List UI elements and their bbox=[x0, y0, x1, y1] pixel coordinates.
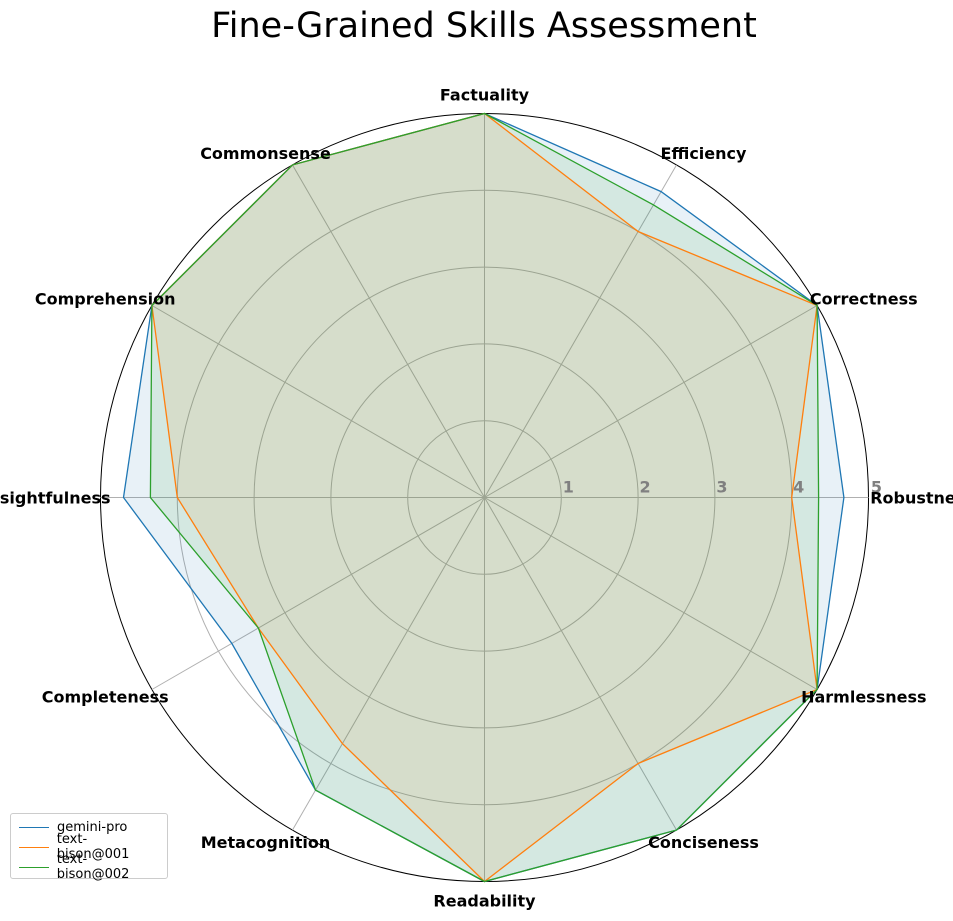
legend: gemini-pro text-bison@001 text-bison@002 bbox=[10, 813, 168, 882]
series-line bbox=[149, 112, 820, 883]
legend-entry: gemini-pro bbox=[19, 817, 159, 837]
legend-swatch bbox=[19, 826, 49, 828]
radial-tick-label: 2 bbox=[640, 478, 651, 497]
radial-tick-label: 3 bbox=[716, 478, 727, 497]
category-label: Conciseness bbox=[648, 833, 759, 852]
category-label: Metacognition bbox=[201, 833, 331, 852]
grid-spoke bbox=[151, 497, 485, 690]
radar-series bbox=[122, 112, 845, 883]
grid-spoke bbox=[151, 305, 485, 498]
category-label: Completeness bbox=[42, 688, 169, 707]
grid-spoke bbox=[484, 164, 677, 498]
radar-labels: 1 2 3 4 5Robustness Correctness Efficiency Fact… bbox=[0, 86, 953, 911]
grid-spoke bbox=[292, 164, 485, 498]
legend-swatch bbox=[19, 866, 49, 868]
grid-spoke bbox=[484, 497, 677, 831]
grid-spoke bbox=[292, 497, 485, 831]
legend-label: text-bison@002 bbox=[56, 852, 130, 882]
category-label: Insightfulness bbox=[0, 489, 110, 508]
radial-tick-label: 1 bbox=[563, 478, 574, 497]
category-label: Factuality bbox=[440, 86, 530, 105]
radial-tick-label: 4 bbox=[793, 478, 804, 497]
chart-title: Fine-Grained Skills Assessment bbox=[211, 6, 757, 46]
category-label: Correctness bbox=[810, 290, 918, 309]
radial-tick-label: 5 bbox=[871, 478, 882, 497]
legend-label: gemini-pro bbox=[57, 819, 128, 835]
legend-entry: text-bison@001 bbox=[19, 832, 159, 862]
category-label: Efficiency bbox=[661, 144, 747, 163]
legend-label: text-bison@001 bbox=[56, 832, 130, 862]
category-label: Comprehension bbox=[35, 290, 176, 309]
series-area bbox=[151, 113, 818, 882]
category-label: Readability bbox=[433, 892, 536, 911]
grid-spoke bbox=[484, 497, 818, 690]
legend-entry: text-bison@002 bbox=[19, 852, 159, 882]
series-line bbox=[151, 112, 818, 883]
category-label: Robustness bbox=[870, 489, 953, 508]
category-label: Harmlessness bbox=[801, 688, 926, 707]
category-label: Commonsense bbox=[200, 144, 331, 163]
series-area bbox=[150, 113, 819, 882]
grid-spoke bbox=[484, 305, 818, 498]
legend-swatch bbox=[19, 846, 49, 848]
